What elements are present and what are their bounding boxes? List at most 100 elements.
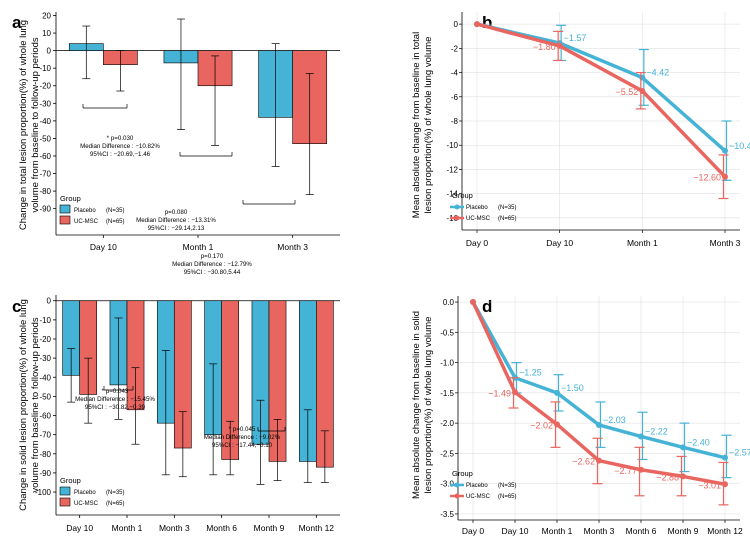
data-point [554, 421, 560, 428]
y-tick-label: 0 [454, 20, 459, 29]
y-tick-label: 0 [47, 47, 52, 56]
series-line [476, 22, 727, 153]
y-tick-label: -6 [451, 93, 459, 102]
data-point [722, 173, 728, 180]
legend-label: UC-MSC [466, 216, 491, 222]
legend-swatch-placebo [59, 204, 71, 214]
chart-c: 0 -10 -20 -30 -40 -50 -60 -70 -80 -90 -100 Day 10 Mo… [35, 295, 340, 533]
data-point [722, 481, 728, 488]
x-tick-label: Day 10 [90, 242, 117, 252]
x-tick-label: Day 10 [66, 523, 93, 533]
x-tick-label: Month 1 [627, 238, 658, 248]
x-tick-label: Month 9 [254, 523, 285, 533]
y-tick-label: -10 [39, 316, 51, 325]
x-tick-label: Month 12 [707, 526, 743, 536]
data-point [639, 87, 646, 94]
panel-label-a: a [12, 13, 22, 32]
legend-b: Group Placebo (N=35) UC-MSC (N=65) [450, 191, 517, 222]
y-tick-label: -60 [39, 412, 51, 421]
panel-label-c: c [12, 297, 21, 316]
series-uc-msc: −1.80 −5.52 −12.60 [474, 21, 729, 200]
data-label: −2.88 [656, 472, 679, 482]
y-axis-title-line: volume from baseline to follow-up period… [30, 317, 41, 493]
y-tick-label: -90 [39, 469, 51, 478]
series-line [476, 22, 727, 178]
x-tick-label: Month 6 [206, 523, 237, 533]
p-value-label: * p=0.030 [107, 135, 134, 142]
stat-label: Median Difference : −15.45% [75, 396, 155, 403]
stat-label: 95%CI : −30.82,−0.39 [85, 404, 146, 411]
data-label: −2.62 [572, 457, 595, 467]
data-point [638, 466, 644, 473]
y-tick-label: -100 [35, 488, 52, 497]
y-tick-label: -70 [39, 170, 51, 179]
legend-d: Group Placebo (N=35) UC-MSC (N=65) [450, 469, 517, 500]
chart-d: 0.0 -0.5 -1.0 -1.5 -2.0 -2.5 -3.0 -3.5 Day 0 Day … [440, 296, 750, 536]
data-label: −1.25 [519, 368, 542, 378]
x-tick-label: Month 3 [159, 523, 190, 533]
data-point [470, 299, 476, 306]
y-tick-label: -14 [446, 190, 458, 199]
legend-label: Placebo [466, 205, 488, 211]
panel-label-b: b [482, 13, 492, 32]
legend-a: Group Placebo (N=35) UC-MSC (N=65) [59, 194, 125, 225]
legend-c: Group Placebo (N=35) UC-MSC (N=65) [59, 476, 125, 507]
x-tick-label: Month 1 [183, 242, 214, 252]
legend-swatch-placebo [59, 486, 71, 496]
legend-swatch-uc-msc [59, 215, 71, 225]
x-tick-label: Month 3 [277, 242, 308, 252]
y-axis-title-b: Mean absolute change from baseline in to… [411, 32, 434, 218]
x-tick-label: Month 3 [710, 238, 741, 248]
x-tick-label: Day 0 [462, 526, 484, 536]
y-tick-label: -70 [39, 431, 51, 440]
x-tick-label: Day 10 [546, 238, 573, 248]
y-tick-label: -50 [39, 134, 51, 143]
data-label: −2.40 [687, 437, 710, 447]
stat-label: 95%CI : −20.69,−1.46 [90, 151, 151, 158]
y-tick-label: -30 [39, 354, 51, 363]
y-tick-label: -20 [39, 335, 51, 344]
legend-n: (N=35) [106, 490, 125, 496]
data-point [680, 473, 686, 480]
legend-n: (N=65) [106, 219, 125, 225]
y-tick-label: -10 [446, 141, 458, 150]
y-axis-title-line: Mean absolute change from baseline in to… [411, 32, 422, 218]
data-label: −1.49 [488, 388, 511, 398]
chart-a: 20 10 0 -10 -20 -30 -40 -50 -60 -70 -80 -90 Day 10 Mo… [39, 12, 340, 276]
legend-title: Group [60, 194, 81, 203]
data-label: −2.02 [530, 420, 553, 430]
y-axis-title-line: Change in solid lesion proportion(%) of … [18, 299, 29, 511]
x-tick-label: Month 9 [668, 526, 699, 536]
y-tick-label: 20 [42, 12, 51, 21]
data-point [680, 444, 686, 451]
data-point [596, 457, 602, 464]
data-point [512, 389, 518, 396]
data-label: −2.22 [645, 426, 668, 436]
stat-label: Median Difference : −10.82% [80, 143, 160, 150]
y-tick-label: -60 [39, 152, 51, 161]
y-tick-label: -12 [446, 165, 458, 174]
legend-n: (N=65) [106, 501, 125, 507]
stat-label: 95%CI : −29.14,2.13 [148, 225, 205, 232]
series-placebo: −1.57 −4.42 −10.46 [474, 21, 750, 181]
y-tick-label: -50 [39, 392, 51, 401]
data-point [596, 421, 602, 428]
legend-marker [454, 493, 460, 499]
y-axis-title-c: Change in solid lesion proportion(%) of … [18, 299, 41, 511]
legend-swatch-uc-msc [59, 497, 71, 507]
y-axis-title-line: Mean absolute change from baseline in so… [411, 311, 422, 499]
y-tick-label: -1.0 [440, 359, 454, 368]
data-label: −2.57 [729, 448, 750, 458]
stat-label: Median Difference : −12.79% [172, 261, 252, 268]
y-tick-label: -2.0 [440, 419, 454, 428]
data-label: −1.57 [564, 33, 587, 43]
data-point [722, 454, 728, 461]
y-tick-label: -8 [451, 117, 459, 126]
p-value-label: p=0.170 [201, 253, 224, 260]
p-value-label: * p=0.043 [102, 388, 129, 395]
y-tick-label: -1.5 [440, 389, 454, 398]
